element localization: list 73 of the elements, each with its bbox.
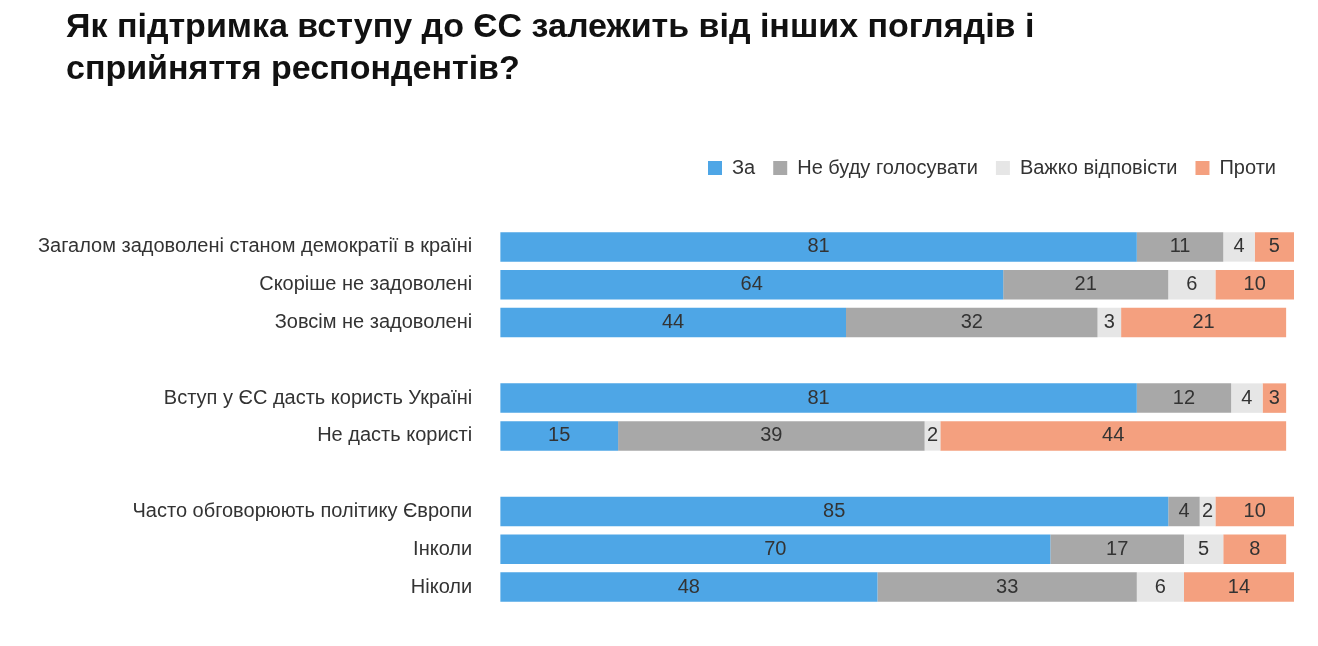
bar	[1215, 496, 1294, 527]
bar	[1223, 232, 1255, 262]
y-tick-label: Вступ у ЄС дасть користь Україні	[163, 385, 473, 408]
data-label: 5	[1198, 536, 1210, 559]
bar	[877, 572, 1137, 602]
bar	[500, 383, 1137, 413]
data-label: 15	[548, 423, 571, 446]
data-label: 33	[996, 574, 1019, 597]
bar	[500, 269, 1004, 300]
data-label: 11	[1169, 234, 1191, 257]
y-tick-label: Часто обговорюють політику Європи	[132, 499, 473, 522]
bar	[1003, 269, 1169, 300]
y-tick-label: Не дасть користі	[317, 423, 473, 446]
bar	[1168, 269, 1216, 300]
bar	[1136, 572, 1184, 602]
bar	[1050, 534, 1184, 565]
data-label: 6	[1186, 272, 1198, 295]
data-label: 14	[1227, 574, 1251, 597]
data-label: 21	[1192, 310, 1215, 333]
data-label: 2	[1201, 499, 1214, 522]
data-label: 4	[1178, 499, 1190, 522]
legend-label: Проти	[1219, 155, 1276, 178]
bar	[1168, 496, 1200, 527]
bar	[500, 232, 1137, 262]
data-label: 10	[1243, 499, 1266, 522]
bar	[846, 307, 1098, 338]
bar	[1183, 534, 1224, 565]
data-label: 2	[926, 423, 939, 446]
bar	[940, 421, 1287, 451]
bar	[500, 421, 619, 451]
data-label: 21	[1074, 272, 1097, 295]
data-label: 32	[960, 310, 983, 333]
legend-label: Не буду голосувати	[797, 155, 978, 178]
data-label: 5	[1268, 234, 1280, 257]
y-tick-label: Скоріше не задоволені	[259, 272, 473, 295]
legend-label: Важко відповісти	[1019, 155, 1178, 178]
data-label: 81	[807, 234, 830, 257]
y-tick-label: Загалом задоволені станом демократії в країні	[37, 234, 473, 257]
data-label: 8	[1249, 536, 1261, 559]
data-label: 6	[1154, 574, 1166, 597]
data-label: 17	[1106, 536, 1129, 559]
data-label: 64	[740, 272, 763, 295]
bar	[500, 307, 847, 338]
bar	[1136, 383, 1232, 413]
legend-label: За	[732, 155, 757, 178]
data-label: 4	[1233, 234, 1245, 257]
data-label: 81	[807, 385, 830, 408]
y-tick-label: Інколи	[413, 536, 473, 559]
bar	[1231, 383, 1263, 413]
chart-title: Як підтримка вступу до ЄС залежить від інших поглядів і сприйняття респондентів?	[66, 5, 1036, 88]
data-label: 4	[1241, 385, 1253, 408]
data-label: 10	[1243, 272, 1266, 295]
data-label: 3	[1268, 385, 1280, 408]
y-tick-label: Ніколи	[410, 574, 473, 597]
bar	[1136, 232, 1224, 262]
data-label: 39	[760, 423, 783, 446]
bar	[1121, 307, 1287, 338]
bar	[1183, 572, 1294, 602]
bar	[500, 534, 1051, 565]
data-label: 3	[1103, 310, 1115, 333]
data-label: 85	[823, 499, 846, 522]
data-label: 44	[661, 310, 685, 333]
bar	[618, 421, 925, 451]
bar	[500, 572, 878, 602]
data-label: 70	[764, 536, 787, 559]
bar	[500, 496, 1169, 527]
bar	[1254, 232, 1294, 262]
data-label: 44	[1102, 423, 1125, 446]
data-label: 48	[677, 574, 700, 597]
bar	[1223, 534, 1287, 565]
y-tick-label: Зовсім не задоволені	[274, 310, 473, 333]
data-label: 12	[1172, 385, 1196, 408]
bar	[1215, 269, 1294, 300]
